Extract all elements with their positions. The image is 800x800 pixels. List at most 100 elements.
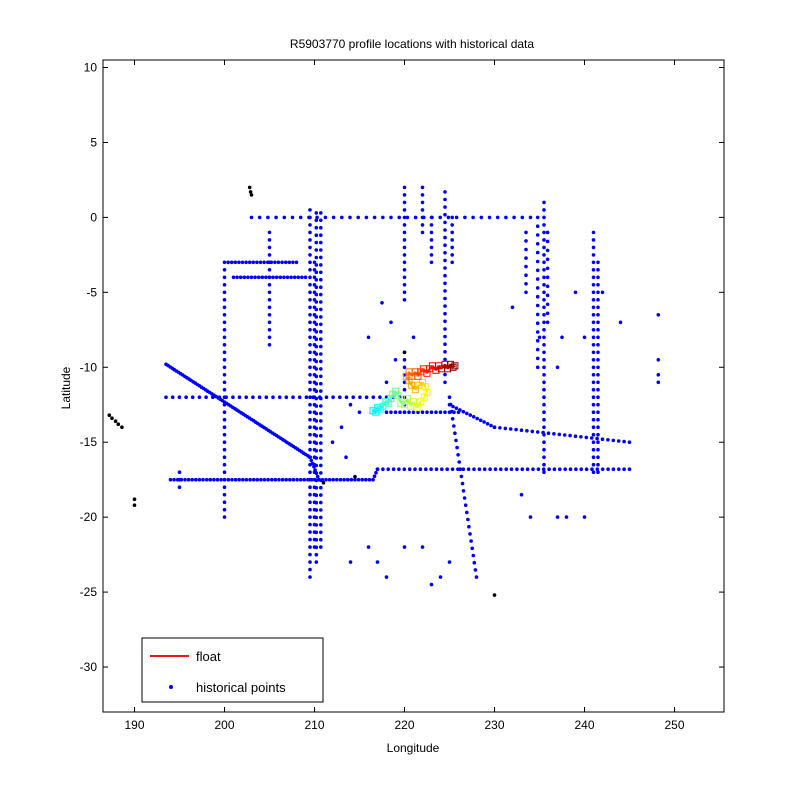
historical-point [466,467,471,472]
historical-point [319,493,323,497]
historical-point [308,440,312,445]
historical-point [256,275,261,280]
historical-point [311,395,315,400]
y-tick-label: -5 [86,285,97,299]
historical-point [389,320,393,325]
historical-point [177,485,182,490]
historical-point [535,430,540,434]
historical-point [312,313,317,317]
historical-point [606,467,610,472]
historical-point [618,320,623,325]
historical-point [443,266,447,270]
historical-point [353,477,357,482]
historical-point [402,290,407,295]
historical-point [545,293,550,298]
historical-point [591,283,596,287]
historical-point [222,417,227,422]
historical-point [384,575,389,579]
historical-point [308,387,312,392]
historical-point [443,296,447,301]
historical-point [656,313,661,317]
historical-point [413,467,417,472]
historical-point [460,481,465,486]
historical-point [389,215,393,220]
historical-point [274,275,279,280]
historical-point [344,455,348,460]
historical-point [314,248,319,252]
historical-point [591,432,596,437]
historical-point [306,477,310,482]
historical-point [270,477,274,482]
historical-point [312,283,317,287]
historical-point [319,389,323,393]
historical-point [555,365,560,370]
historical-point [177,395,182,400]
historical-point [472,560,477,565]
historical-point [438,575,443,579]
historical-point [308,447,312,452]
historical-point [319,248,323,252]
historical-point [308,290,312,295]
historical-point [515,467,519,472]
historical-point [238,275,243,280]
historical-point [422,215,426,220]
historical-point [312,298,317,302]
historical-point [251,395,255,400]
other-point [113,419,118,424]
historical-point [591,417,596,422]
historical-point [276,260,281,265]
x-tick-label: 220 [394,718,414,732]
historical-point [338,477,343,482]
historical-point [314,471,319,476]
historical-point [557,432,562,437]
historical-point [440,467,444,472]
historical-point [298,477,303,482]
historical-point [204,477,209,482]
historical-point [535,286,540,290]
float-profile-point [387,395,395,403]
historical-point [222,373,227,377]
historical-point [542,350,546,355]
historical-point [312,425,317,430]
historical-point [479,215,484,220]
historical-point [443,342,447,347]
historical-point [443,304,447,308]
y-tick-label: -10 [80,360,98,374]
historical-point [451,404,455,409]
historical-point [314,240,319,245]
historical-point [478,418,483,423]
historical-point [267,283,272,287]
historical-point [535,233,540,237]
historical-point [291,477,296,482]
historical-point [312,492,317,497]
historical-point [319,404,323,408]
historical-point [420,545,425,549]
historical-point [255,260,259,265]
historical-point [509,467,514,472]
historical-point [308,328,312,332]
historical-point [312,522,317,527]
historical-point [447,560,452,564]
historical-point [458,467,463,472]
historical-point [405,215,410,220]
historical-point [402,358,407,362]
historical-point [287,260,292,265]
historical-point [542,298,546,302]
historical-point [429,238,434,242]
historical-point [504,467,509,472]
other-point [353,474,357,479]
historical-point [222,455,227,460]
historical-point [374,470,378,475]
historical-point [308,245,312,250]
other-point [120,425,124,430]
historical-point [312,290,317,295]
historical-point [595,467,600,472]
historical-point [201,477,205,482]
historical-point [568,433,572,438]
historical-point [312,305,317,310]
historical-point [524,264,528,269]
historical-point [596,275,600,280]
historical-point [429,245,434,250]
historical-point [402,223,407,227]
x-tick-label: 200 [214,718,234,732]
